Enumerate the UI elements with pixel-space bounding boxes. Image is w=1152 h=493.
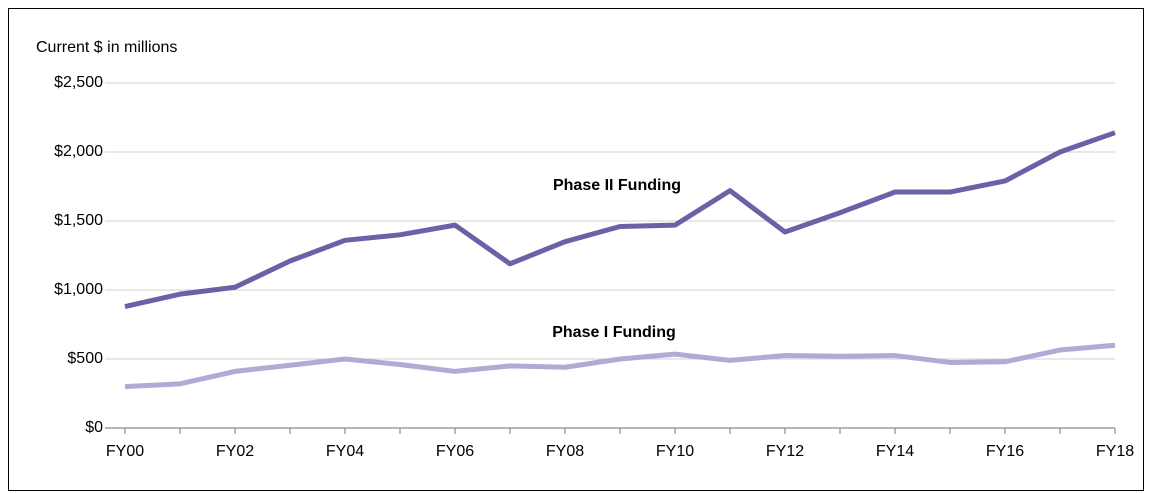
series-line xyxy=(124,342,1116,390)
series-annotation: Phase I Funding xyxy=(552,324,676,341)
x-tick-label: FY02 xyxy=(216,443,254,460)
x-tick-label: FY04 xyxy=(326,443,364,460)
x-tick-label: FY10 xyxy=(656,443,694,460)
x-tick-label: FY00 xyxy=(106,443,144,460)
y-axis-label: Current $ in millions xyxy=(36,39,177,56)
x-tick-label: FY18 xyxy=(1096,443,1134,460)
series-annotation: Phase II Funding xyxy=(553,177,681,194)
y-tick-label: $1,500 xyxy=(54,212,103,229)
frame xyxy=(8,8,1144,491)
x-tick-label: FY14 xyxy=(876,443,914,460)
y-tick-label: $1,000 xyxy=(54,281,103,298)
y-tick-label: $500 xyxy=(67,350,103,367)
y-tick-label: $2,500 xyxy=(54,74,103,91)
series-line xyxy=(124,130,1116,309)
y-tick-label: $2,000 xyxy=(54,143,103,160)
x-tick-label: FY08 xyxy=(546,443,584,460)
y-tick-label: $0 xyxy=(85,419,103,436)
x-tick-label: FY12 xyxy=(766,443,804,460)
x-tick-label: FY16 xyxy=(986,443,1024,460)
x-tick-label: FY06 xyxy=(436,443,474,460)
